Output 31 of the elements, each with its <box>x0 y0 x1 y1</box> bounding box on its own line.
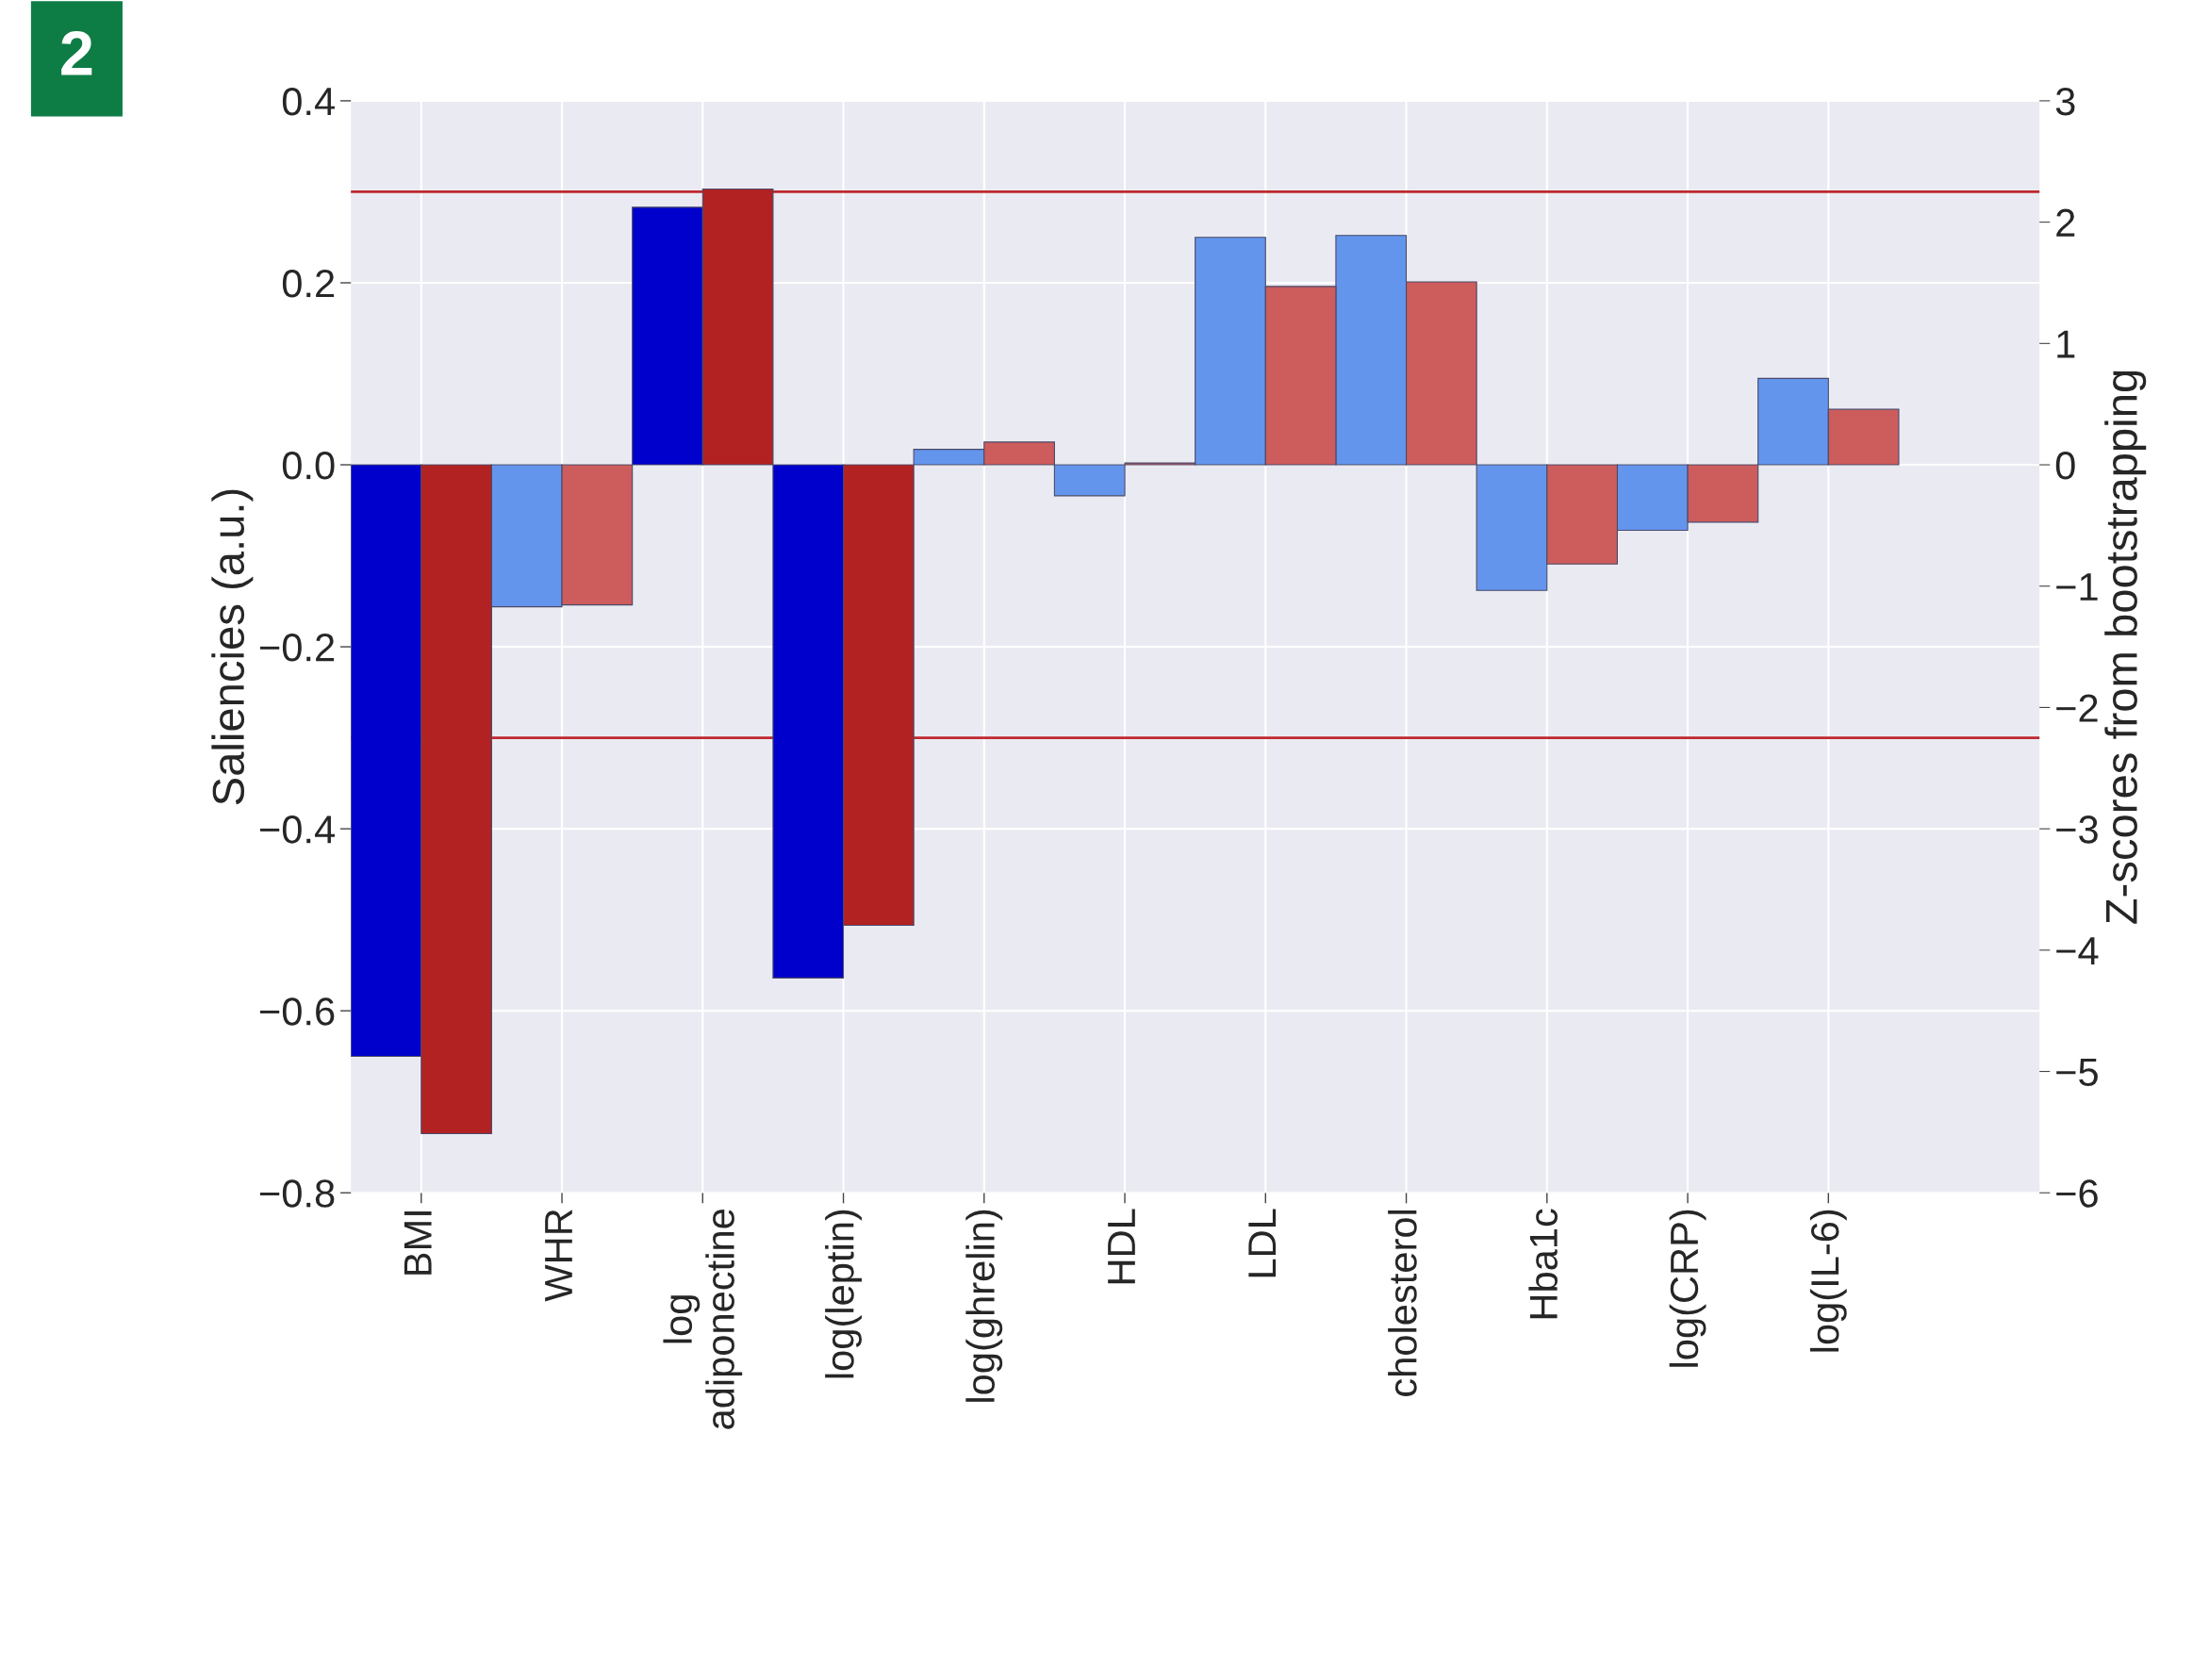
y-tick-label: 0.0 <box>282 452 335 480</box>
y-tick-label: −0.8 <box>259 1179 335 1208</box>
x-tick-label: HDL <box>1108 1209 1135 1284</box>
x-tick-label: LDL <box>1248 1209 1277 1277</box>
y2-tick-label: −5 <box>2056 1058 2098 1087</box>
y-tick-label: 0.4 <box>282 87 335 116</box>
x-tick-label: log(CRP) <box>1669 1210 1707 1367</box>
x-tick-label: cholesterol <box>1388 1210 1417 1396</box>
y2-tick-label: 3 <box>2055 87 2075 116</box>
y-tick-label: −0.2 <box>259 634 335 662</box>
y-tick-label: 0.2 <box>282 269 335 298</box>
y-tick-label: −0.4 <box>259 815 335 844</box>
y2-tick-label: 0 <box>2055 452 2075 480</box>
y2-tick-label: −3 <box>2056 815 2098 844</box>
y2-tick-label: −6 <box>2056 1179 2098 1208</box>
y2-tick-label: 2 <box>2056 208 2075 237</box>
y2-tick-label: −4 <box>2056 937 2099 964</box>
x-tick-label: WHR <box>545 1210 572 1302</box>
y-tick-label: −0.6 <box>259 997 335 1026</box>
x-tick-label: Hba1c <box>1528 1209 1558 1319</box>
x-tick-label: log(IL-6) <box>1809 1210 1847 1352</box>
y2-axis-title: Z-scores from bootstrapping <box>2104 371 2147 924</box>
y2-tick-label: −2 <box>2056 694 2098 722</box>
y2-tick-label: −1 <box>2056 573 2098 601</box>
x-tick-label: log(leptin) <box>825 1210 862 1378</box>
x-tick-label: log(ghrelin) <box>965 1210 1003 1402</box>
y-axis-title: Saliencies (a.u.) <box>211 489 254 805</box>
text: 2 <box>61 31 92 75</box>
x-tick-label: BMI <box>404 1211 432 1275</box>
x-tick-label: log adiponectine <box>663 1210 743 1429</box>
y2-tick-label: 1 <box>2057 330 2075 358</box>
